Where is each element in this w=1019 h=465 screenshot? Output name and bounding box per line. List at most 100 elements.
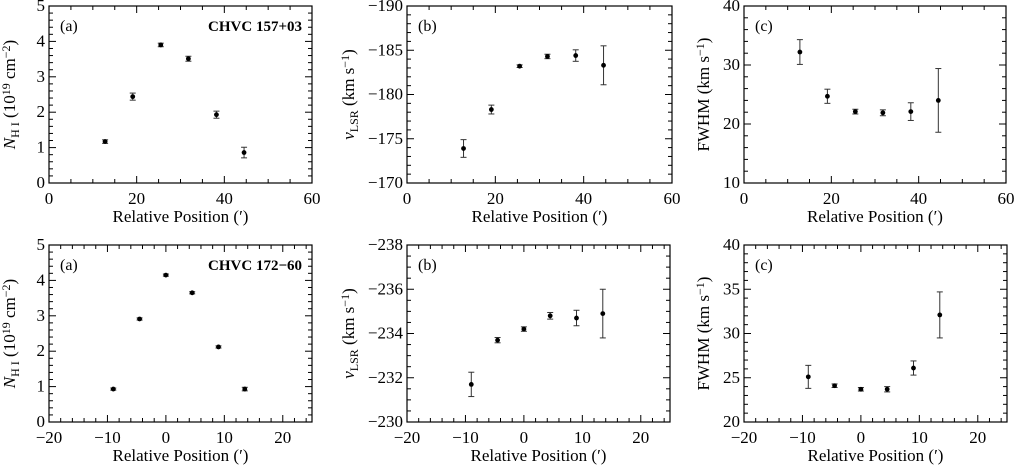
data-point [574, 315, 579, 321]
y-axis-label-part: (10 [0, 95, 19, 122]
x-tick-label: 0 [403, 189, 412, 208]
y-tick-label: 0 [37, 412, 46, 431]
data-point [488, 107, 494, 112]
panel-tag: (c) [755, 257, 773, 274]
y-tick-label: 30 [723, 55, 740, 74]
y-axis-label: NH I (1019 cm−2) [0, 40, 22, 150]
x-tick-label: 10 [216, 428, 233, 447]
y-axis-label-part: −2 [0, 284, 13, 297]
data-point [158, 42, 164, 48]
plot-frame [406, 5, 673, 184]
x-axis-label: Relative Position (′) [113, 207, 249, 226]
data-point [832, 383, 837, 389]
data-point [102, 139, 108, 144]
x-axis-label: Relative Position (′) [471, 446, 607, 465]
y-tick-label: 20 [723, 114, 740, 133]
y-axis-label-part: N [0, 136, 19, 150]
y-tick-label: 2 [37, 102, 46, 121]
data-point [241, 150, 247, 155]
data-point [935, 98, 941, 103]
data-point [911, 365, 916, 371]
data-point [908, 109, 914, 115]
y-tick-label: 1 [37, 138, 46, 157]
y-tick-label: −236 [368, 279, 403, 298]
x-tick-label: −10 [94, 428, 121, 447]
data-point [521, 326, 527, 332]
data-point [852, 109, 858, 115]
y-tick-label: 25 [723, 368, 740, 387]
x-tick-label: 20 [632, 428, 649, 447]
x-axis-label: Relative Position (′) [472, 207, 608, 226]
data-point [573, 53, 579, 58]
y-axis-label-part: H I [8, 361, 22, 377]
data-point [825, 93, 830, 99]
x-tick-label: 10 [911, 428, 928, 447]
y-tick-label: 1 [37, 377, 46, 396]
y-axis-label-part: v [339, 371, 358, 379]
y-axis-label-part: N [0, 375, 19, 389]
x-tick-label: 0 [162, 428, 171, 447]
data-point [495, 337, 500, 343]
y-tick-label: −170 [368, 173, 403, 192]
y-axis-label-part: −2 [0, 45, 13, 58]
y-tick-label: −234 [368, 324, 404, 343]
x-tick-label: 20 [128, 189, 145, 208]
x-tick-label: 20 [487, 189, 504, 208]
y-axis-label-part: ) [694, 38, 713, 44]
panel-tag: (b) [418, 18, 437, 35]
y-tick-label: −190 [368, 0, 403, 15]
y-tick-label: −180 [368, 85, 403, 104]
x-tick-label: 0 [740, 189, 749, 208]
panel-4: −20 −10 0 10 20 0 1 2 3 4 5 Relative Position (′) NH… [0, 235, 313, 465]
x-tick-label: 10 [574, 428, 591, 447]
x-tick-label: 40 [216, 189, 233, 208]
x-tick-label: 20 [823, 189, 840, 208]
data-point [797, 49, 803, 55]
data-point [216, 344, 221, 350]
panel-tag: (b) [418, 257, 437, 274]
y-tick-label: −185 [368, 40, 403, 59]
y-tick-label: 5 [37, 0, 46, 15]
panel-2: 0 20 40 60 −170 −175 −180 −185 −190 Relative Posi… [338, 0, 680, 226]
object-name: CHVC 157+03 [208, 19, 302, 35]
x-tick-label: 0 [857, 428, 866, 447]
y-axis-label: vLSR (km s−1) [338, 288, 360, 379]
x-tick-label: 20 [274, 428, 291, 447]
panel-1: 0 20 40 60 0 1 2 3 4 5 Relative Position (′) NH I (… [0, 0, 321, 226]
y-tick-label: −238 [368, 235, 403, 254]
panel-tag: (c) [755, 18, 773, 35]
data-point [600, 311, 606, 316]
x-tick-label: −10 [789, 428, 816, 447]
x-tick-label: 60 [304, 189, 321, 208]
data-point [858, 386, 864, 392]
object-name: CHVC 172−60 [208, 258, 302, 274]
y-axis-label-part: LSR [347, 110, 361, 132]
y-tick-label: 30 [723, 324, 740, 343]
y-axis-label-part: cm [0, 297, 19, 322]
y-axis-label-part: ) [339, 288, 358, 294]
data-point [189, 290, 195, 296]
data-point [242, 386, 248, 392]
plot-frame [743, 244, 1008, 423]
y-tick-label: 40 [723, 0, 740, 15]
data-point [163, 272, 169, 278]
x-axis-label: Relative Position (′) [113, 446, 249, 465]
y-axis-label-part: LSR [347, 349, 361, 371]
data-point [185, 56, 191, 62]
y-tick-label: 3 [37, 67, 46, 86]
data-point [517, 63, 523, 69]
data-point [547, 313, 553, 319]
y-tick-label: 3 [37, 306, 46, 325]
y-tick-label: −230 [368, 412, 403, 431]
plot-frame [48, 244, 313, 423]
data-point [937, 312, 943, 318]
data-point [805, 374, 811, 380]
plot-frame [406, 244, 671, 423]
y-axis-label: NH I (1019 cm−2) [0, 279, 22, 389]
y-axis-label-part: 19 [0, 322, 13, 334]
y-axis-label-part: ) [339, 49, 358, 55]
data-point [545, 54, 550, 59]
panel-tag: (a) [60, 257, 78, 274]
x-tick-label: 40 [575, 189, 592, 208]
